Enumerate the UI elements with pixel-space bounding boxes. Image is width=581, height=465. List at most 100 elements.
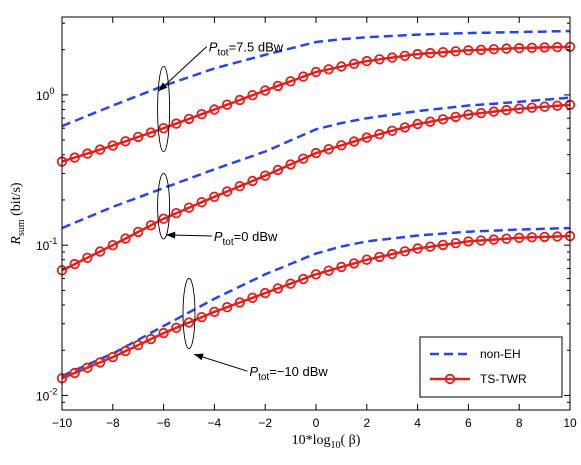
legend-entry-ts-twr: TS-TWR — [430, 372, 527, 386]
series-marker — [310, 147, 322, 159]
annotation-ptot-75: Ptot=7.5 dBw — [157, 39, 284, 152]
series-marker — [310, 66, 322, 78]
series-marker — [120, 345, 131, 357]
annotation-ellipse — [157, 173, 171, 240]
series-marker — [437, 239, 449, 251]
series-marker — [82, 362, 93, 373]
series-non-eh--10 — [61, 226, 571, 378]
series-marker — [552, 41, 563, 53]
series-marker — [260, 85, 271, 96]
series-marker — [196, 196, 207, 208]
series-marker — [298, 71, 309, 82]
series-marker — [539, 231, 550, 243]
series-marker — [272, 283, 284, 294]
series-marker — [171, 118, 182, 129]
x-tick-label: −8 — [106, 416, 120, 430]
x-tick-label: 10 — [563, 416, 577, 430]
series-marker — [361, 132, 373, 143]
series-marker — [412, 118, 423, 130]
series-marker — [526, 42, 538, 54]
x-axis-label: 10*log10( β) — [292, 433, 361, 451]
series-non-eh-0 — [61, 96, 571, 230]
series-marker — [336, 261, 347, 273]
series-marker — [209, 306, 220, 318]
series-marker — [514, 42, 525, 54]
series-ts-twr-0 — [56, 99, 576, 276]
series-marker — [158, 122, 169, 134]
series-marker — [412, 243, 423, 254]
series-marker — [298, 153, 309, 164]
annotation-ptot-0: Ptot=0 dBw — [157, 173, 278, 248]
series-marker — [348, 258, 360, 269]
x-tick-label: 4 — [414, 416, 421, 430]
series-marker — [488, 234, 500, 245]
series-marker — [221, 186, 233, 197]
tick-layer: −10 −8 −6 −4 −2 0 2 4 6 8 10 10-2 10-1 100 — [36, 17, 577, 430]
series-marker — [107, 140, 119, 151]
x-tick-label: 6 — [465, 416, 472, 430]
series-marker — [145, 220, 157, 231]
series-marker — [272, 80, 284, 92]
series-marker — [501, 43, 512, 54]
series-marker — [285, 76, 296, 87]
series-marker — [285, 278, 296, 289]
series-marker — [399, 246, 411, 257]
series-marker — [552, 231, 563, 242]
series-marker — [247, 292, 258, 304]
series-marker — [450, 237, 461, 249]
series-marker — [336, 61, 347, 72]
series-marker — [412, 48, 423, 60]
series-marker — [437, 47, 449, 58]
series-line — [61, 226, 571, 378]
series-marker — [171, 207, 182, 219]
y-tick-label: 100 — [36, 86, 54, 103]
series-marker — [209, 191, 220, 203]
series-marker — [145, 333, 157, 345]
series-marker — [539, 101, 550, 112]
legend-label: non-EH — [480, 347, 521, 361]
annotation-arrowhead — [158, 82, 168, 92]
series-marker — [450, 46, 461, 57]
series-marker — [501, 233, 512, 244]
annotation-ellipse — [157, 65, 171, 152]
series-marker — [94, 246, 106, 257]
series-marker — [234, 94, 246, 106]
series-marker — [234, 180, 246, 192]
x-tick-label: −4 — [208, 416, 222, 430]
annotation-label: Ptot=0 dBw — [214, 229, 278, 248]
series-marker — [526, 232, 538, 243]
series-marker — [82, 148, 93, 159]
x-tick-label: 0 — [313, 416, 320, 430]
series-marker — [183, 317, 195, 328]
series-marker — [463, 236, 474, 247]
series-marker — [196, 312, 207, 323]
series-marker — [234, 297, 246, 308]
series-marker — [323, 265, 334, 276]
series-marker — [107, 239, 119, 251]
series-marker — [132, 226, 144, 238]
series-marker — [107, 351, 119, 363]
series-marker — [425, 47, 436, 59]
series-marker — [260, 287, 271, 299]
y-tick-label: 10-1 — [36, 236, 57, 253]
annotation-arrowhead — [194, 353, 204, 361]
legend-box — [419, 336, 563, 398]
annotation-label: Ptot=−10 dBw — [249, 364, 328, 383]
series-marker — [247, 89, 258, 101]
series-marker — [310, 269, 322, 280]
series-marker — [336, 140, 347, 151]
series-marker — [463, 45, 474, 56]
series-marker — [552, 100, 563, 111]
series-marker — [361, 254, 373, 265]
series-marker — [361, 55, 373, 67]
series-line — [61, 96, 571, 230]
series-marker — [298, 273, 309, 285]
series-marker — [374, 128, 385, 140]
x-tick-label: −6 — [157, 416, 171, 430]
annotation-label: Ptot=7.5 dBw — [209, 39, 284, 58]
annotation-arrowhead — [166, 231, 176, 239]
series-marker — [526, 102, 538, 113]
y-tick-label: 10-2 — [36, 386, 57, 403]
series-marker — [425, 116, 436, 127]
